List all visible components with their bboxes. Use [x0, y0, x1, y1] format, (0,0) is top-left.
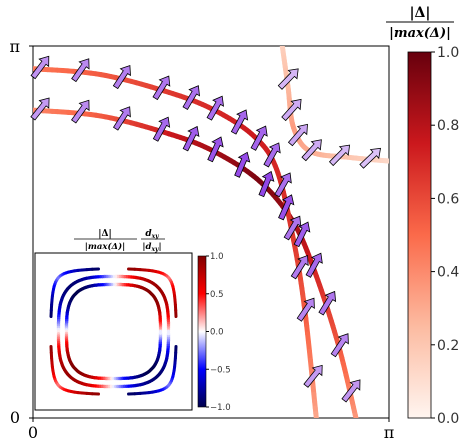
- pseudospin-arrow-25: [290, 254, 309, 280]
- pseudospin-arrow-21: [250, 125, 268, 151]
- pseudospin-arrow-13: [341, 379, 361, 403]
- x-tick-label-0: 0: [28, 423, 38, 442]
- pseudospin-arrow-9: [293, 221, 311, 248]
- main-colorbar-tick-label-5: 1.0: [437, 45, 459, 61]
- main-colorbar-tick-label-2: 0.4: [437, 265, 459, 281]
- inset-colorbar-tick-label-3: 0.5: [210, 290, 224, 300]
- inset-colorbar-ticks: −1.0 −0.5 0.0 0.5 1.0: [206, 252, 231, 413]
- y-tick-label-0: 0: [10, 408, 20, 427]
- pseudospin-arrow-26: [296, 297, 315, 322]
- inset-plot-area: [34, 252, 193, 411]
- pseudospin-arrow-23: [274, 172, 292, 198]
- pseudospin-arrow-1: [71, 99, 90, 124]
- main-colorbar-tick-label-0: 0.0: [437, 411, 459, 427]
- main-colorbar-tick-label-1: 0.2: [437, 338, 459, 354]
- pseudospin-arrow-14: [30, 55, 50, 80]
- pseudospin-arrow-30: [287, 123, 308, 147]
- main-colorbar-tick-label-4: 0.8: [437, 118, 459, 134]
- inset-colorbar: [197, 255, 207, 408]
- pseudospin-arrow-27: [303, 364, 323, 388]
- x-tick-label-pi: π: [384, 423, 395, 442]
- pseudospin-arrow-7: [258, 170, 275, 198]
- pseudospin-arrow-5: [207, 136, 224, 163]
- y-tick-label-pi: π: [9, 37, 20, 56]
- pseudospin-arrow-12: [330, 333, 349, 358]
- pseudospin-arrow-20: [230, 109, 249, 135]
- pseudospin-arrow-11: [318, 290, 337, 316]
- pseudospin-arrows: [30, 55, 381, 403]
- main-colorbar-tick-label-3: 0.6: [437, 191, 459, 207]
- inset-colorbar-tick-label-2: 0.0: [210, 328, 224, 338]
- fs-segment-s0-111: [352, 412, 359, 418]
- pseudospin-arrow-6: [234, 151, 251, 178]
- inset-title-denom-1: |max(Δ)|: [85, 241, 125, 252]
- inset-colorbar-tick-label-0: −1.0: [210, 403, 231, 413]
- pseudospin-arrow-0: [30, 97, 50, 121]
- inset-title-numer-1: |Δ|: [98, 229, 112, 239]
- main-colorbar-label-numer: |Δ|: [409, 5, 430, 21]
- inset-title-numer-2: dxy: [145, 229, 159, 240]
- inset-colorbar-tick-label-4: 1.0: [210, 252, 224, 262]
- inset-colorbar-tick-label-1: −0.5: [210, 365, 231, 375]
- main-colorbar-ticks: 0.0 0.2 0.4 0.6 0.8 1.0: [431, 45, 459, 427]
- pseudospin-arrow-19: [206, 95, 225, 121]
- pseudospin-arrow-22: [263, 142, 281, 168]
- pseudospin-arrow-8: [278, 194, 295, 221]
- pseudospin-arrow-31: [301, 139, 322, 162]
- main-colorbar: [407, 51, 432, 419]
- pseudospin-arrow-4: [182, 125, 200, 152]
- pseudospin-arrow-10: [305, 252, 323, 278]
- pseudospin-arrow-29: [281, 98, 302, 122]
- pseudospin-arrow-18: [182, 85, 200, 111]
- pseudospin-arrow-15: [71, 58, 90, 83]
- main-colorbar-label-denom: |max(Δ)|: [389, 26, 451, 41]
- pseudospin-arrow-28: [277, 68, 299, 90]
- inset-curves: [49, 267, 178, 396]
- pseudospin-arrow-32: [328, 144, 351, 167]
- pseudospin-arrow-16: [112, 64, 131, 90]
- pseudospin-arrow-17: [152, 75, 171, 101]
- pseudospin-arrow-33: [359, 147, 381, 169]
- inset-title-denom-2: |dxy|: [142, 242, 161, 253]
- pseudospin-arrow-2: [112, 106, 131, 131]
- pseudospin-arrow-24: [283, 215, 302, 241]
- pseudospin-arrow-3: [152, 116, 171, 142]
